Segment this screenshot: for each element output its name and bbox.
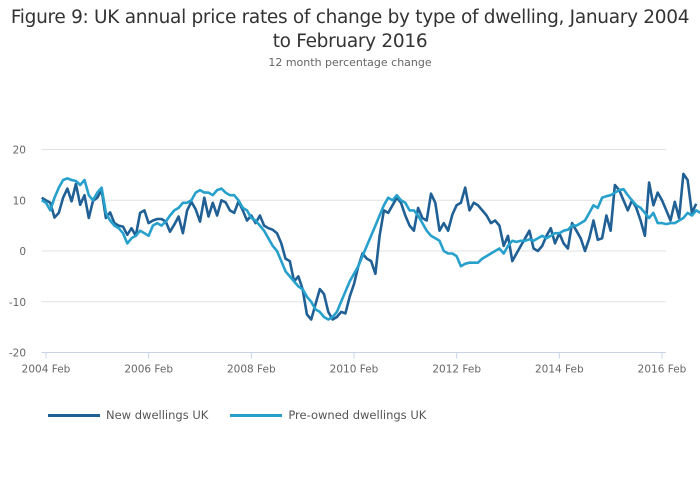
- x-axis: 2004 Feb 2006 Feb 2008 Feb 2010 Feb 2012 Feb…: [22, 352, 687, 376]
- legend-label: Pre-owned dwellings UK: [288, 408, 427, 422]
- series-lines: [41, 172, 700, 321]
- y-tick-label: 0: [19, 246, 26, 258]
- x-tick-label: 2004 Feb: [22, 364, 71, 376]
- legend-item-pre-owned-dwellings[interactable]: Pre-owned dwellings UK: [230, 408, 426, 422]
- legend-label: New dwellings UK: [106, 408, 209, 422]
- y-tick-label: 20: [13, 145, 26, 157]
- x-tick-label: 2006 Feb: [124, 364, 173, 376]
- legend-swatch-new: [48, 413, 100, 417]
- legend: New dwellings UK Pre-owned dwellings UK: [48, 408, 448, 422]
- series-line-pre-owned-dwellings: [41, 177, 700, 321]
- line-chart: 20 10 0 -10 -20 2004 Feb 2006 Feb 2008 Feb 2010…: [9, 145, 700, 376]
- chart-title: Figure 9: UK annual price rates of chang…: [10, 7, 690, 52]
- series-line-new-dwellings: [41, 172, 698, 321]
- x-tick-label: 2014 Feb: [535, 364, 584, 376]
- y-axis: 20 10 0 -10 -20: [9, 145, 26, 360]
- y-tick-label: -10: [9, 297, 26, 309]
- x-tick-label: 2010 Feb: [330, 364, 379, 376]
- gridlines: [41, 149, 666, 303]
- y-tick-label: 10: [13, 195, 26, 207]
- chart-subtitle: 12 month percentage change: [268, 56, 432, 69]
- legend-item-new-dwellings[interactable]: New dwellings UK: [48, 408, 208, 422]
- legend-swatch-pre-owned: [230, 413, 283, 417]
- x-tick-label: 2016 Feb: [638, 364, 687, 376]
- x-tick-label: 2012 Feb: [432, 364, 481, 376]
- y-tick-label: -20: [9, 348, 26, 360]
- x-tick-label: 2008 Feb: [227, 364, 276, 376]
